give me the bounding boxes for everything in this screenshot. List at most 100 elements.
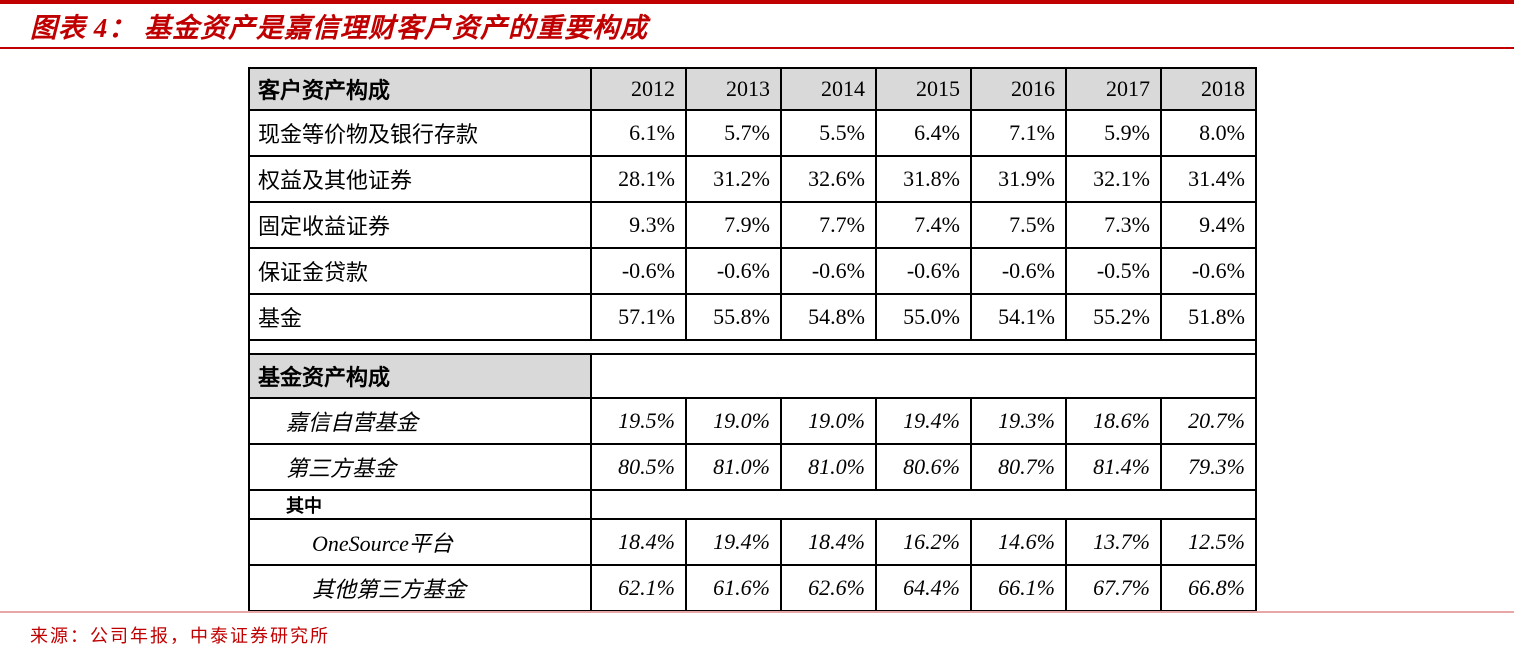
value-cell: 7.7% [780,201,877,249]
table-row: 其他第三方基金 62.1% 61.6% 62.6% 64.4% 66.1% 67.7% 66.… [248,564,1257,612]
row-label-cell: 第三方基金 [248,443,592,491]
value-cell: 81.4% [1065,443,1162,491]
value-cell: 66.1% [970,564,1067,612]
value-cell: 6.1% [590,109,687,157]
row-label-cell: 嘉信自营基金 [248,397,592,445]
value-cell: 55.8% [685,293,782,341]
value-cell: 18.4% [590,518,687,566]
value-cell: 8.0% [1160,109,1257,157]
value-cell: 62.1% [590,564,687,612]
value-cell: 55.0% [875,293,972,341]
value-cell: 57.1% [590,293,687,341]
value-cell: 12.5% [1160,518,1257,566]
value-cell: 7.4% [875,201,972,249]
value-cell: 6.4% [875,109,972,157]
section-header-cell: 基金资产构成 [248,353,592,399]
spacer-cell [248,339,1257,355]
value-cell: 32.1% [1065,155,1162,203]
value-cell: 19.3% [970,397,1067,445]
header-cell-year: 2013 [685,67,782,111]
row-label-cell: 基金 [248,293,592,341]
value-cell: 55.2% [1065,293,1162,341]
value-cell: 81.0% [685,443,782,491]
table-body: 客户资产构成 2012 2013 2014 2015 2016 2017 2018 现金等价物及… [248,67,1257,612]
value-cell: 5.7% [685,109,782,157]
table-row: 基金 57.1% 55.8% 54.8% 55.0% 54.1% 55.2% 51.8% [248,293,1257,341]
header-cell-year: 2012 [590,67,687,111]
section-header-row: 基金资产构成 [248,353,1257,399]
row-label-cell: 其他第三方基金 [248,564,592,612]
footer-divider-line [0,611,1514,613]
title-divider-line [0,47,1514,49]
value-cell: -0.6% [590,247,687,295]
value-cell: 80.7% [970,443,1067,491]
table-row: 固定收益证券 9.3% 7.9% 7.7% 7.4% 7.5% 7.3% 9.4% [248,201,1257,249]
client-asset-composition-table: 客户资产构成 2012 2013 2014 2015 2016 2017 2018 现金等价物及… [248,67,1257,612]
value-cell: 7.3% [1065,201,1162,249]
value-cell: 19.0% [780,397,877,445]
value-cell: 31.8% [875,155,972,203]
value-cell: 7.9% [685,201,782,249]
value-cell: 62.6% [780,564,877,612]
header-cell-year: 2016 [970,67,1067,111]
row-label-cell: 保证金贷款 [248,247,592,295]
value-cell: -0.6% [875,247,972,295]
table-row: 现金等价物及银行存款 6.1% 5.7% 5.5% 6.4% 7.1% 5.9% 8.0% [248,109,1257,157]
value-cell: 16.2% [875,518,972,566]
section-header-empty-cell [590,353,1257,399]
value-cell: 51.8% [1160,293,1257,341]
header-cell-year: 2014 [780,67,877,111]
value-cell: -0.6% [1160,247,1257,295]
value-cell: 31.4% [1160,155,1257,203]
spacer-row [248,339,1257,355]
value-cell: 54.1% [970,293,1067,341]
value-cell: -0.6% [685,247,782,295]
subheader-row: 其中 [248,489,1257,520]
value-cell: 18.6% [1065,397,1162,445]
header-cell-year: 2018 [1160,67,1257,111]
value-cell: 20.7% [1160,397,1257,445]
value-cell: 18.4% [780,518,877,566]
table-row: 权益及其他证券 28.1% 31.2% 32.6% 31.8% 31.9% 32.1% 31.… [248,155,1257,203]
value-cell: 19.4% [685,518,782,566]
value-cell: 9.3% [590,201,687,249]
table-header-row: 客户资产构成 2012 2013 2014 2015 2016 2017 2018 [248,67,1257,111]
row-label-cell: 固定收益证券 [248,201,592,249]
value-cell: 19.4% [875,397,972,445]
value-cell: 5.9% [1065,109,1162,157]
value-cell: 7.1% [970,109,1067,157]
row-label-cell: 权益及其他证券 [248,155,592,203]
value-cell: 14.6% [970,518,1067,566]
header-cell-year: 2017 [1065,67,1162,111]
value-cell: -0.5% [1065,247,1162,295]
value-cell: 9.4% [1160,201,1257,249]
value-cell: 80.6% [875,443,972,491]
value-cell: 5.5% [780,109,877,157]
value-cell: 80.5% [590,443,687,491]
value-cell: 19.0% [685,397,782,445]
value-cell: 7.5% [970,201,1067,249]
table-row: 嘉信自营基金 19.5% 19.0% 19.0% 19.4% 19.3% 18.6% 20.7… [248,397,1257,445]
subheader-cell: 其中 [248,489,592,520]
value-cell: 64.4% [875,564,972,612]
header-cell-year: 2015 [875,67,972,111]
value-cell: 54.8% [780,293,877,341]
value-cell: 67.7% [1065,564,1162,612]
header-cell-category: 客户资产构成 [248,67,592,111]
source-note: 来源：公司年报，中泰证券研究所 [30,626,330,646]
top-accent-bar [0,0,1514,4]
value-cell: 32.6% [780,155,877,203]
value-cell: 28.1% [590,155,687,203]
table-row: 第三方基金 80.5% 81.0% 81.0% 80.6% 80.7% 81.4% 79.3% [248,443,1257,491]
value-cell: 13.7% [1065,518,1162,566]
value-cell: 61.6% [685,564,782,612]
value-cell: 19.5% [590,397,687,445]
row-label-cell: OneSource平台 [248,518,592,566]
table-row: 保证金贷款 -0.6% -0.6% -0.6% -0.6% -0.6% -0.5% -0.6% [248,247,1257,295]
value-cell: 79.3% [1160,443,1257,491]
value-cell: -0.6% [970,247,1067,295]
row-label-cell: 现金等价物及银行存款 [248,109,592,157]
table-row: OneSource平台 18.4% 19.4% 18.4% 16.2% 14.6% 13.7… [248,518,1257,566]
figure-title: 图表 4： 基金资产是嘉信理财客户资产的重要构成 [30,13,648,43]
